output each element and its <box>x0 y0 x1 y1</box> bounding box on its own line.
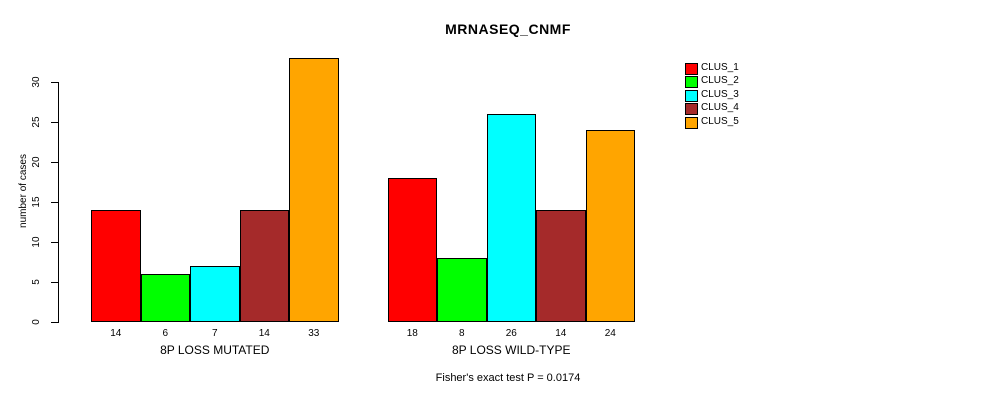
group-label: 8P LOSS WILD-TYPE <box>452 343 571 357</box>
fisher-test-annotation: Fisher's exact test P = 0.0174 <box>435 372 581 384</box>
legend-swatch <box>685 103 698 116</box>
legend-label: CLUS_3 <box>701 88 739 100</box>
chart-title: MRNASEQ_CNMF <box>445 21 571 37</box>
bar <box>536 210 586 322</box>
y-tick <box>51 322 58 323</box>
legend-swatch <box>685 89 698 102</box>
bar <box>91 210 141 322</box>
bar <box>239 210 289 322</box>
bar-value-label: 14 <box>110 328 122 339</box>
y-axis-line <box>58 82 59 323</box>
bar <box>387 178 437 322</box>
legend-label: CLUS_5 <box>701 115 739 127</box>
bar <box>486 114 536 322</box>
y-tick-label: 5 <box>31 279 42 285</box>
bar <box>585 130 635 322</box>
legend-label: CLUS_1 <box>701 62 739 73</box>
bar-value-label: 26 <box>505 328 517 339</box>
legend-swatch <box>685 63 698 75</box>
bar-value-label: 24 <box>604 328 616 339</box>
y-tick <box>51 202 58 203</box>
bar-value-label: 7 <box>211 328 218 339</box>
y-tick-label: 20 <box>31 156 42 168</box>
y-axis-label: number of cases <box>18 154 29 228</box>
y-tick <box>51 162 58 163</box>
legend-label: CLUS_2 <box>701 75 739 87</box>
y-tick-label: 0 <box>31 319 42 325</box>
legend-swatch <box>685 116 698 129</box>
y-tick-label: 15 <box>31 196 42 208</box>
y-tick <box>51 282 58 283</box>
bar-value-label: 14 <box>555 328 567 339</box>
bar <box>289 58 339 322</box>
y-tick-label: 30 <box>31 76 42 88</box>
legend-swatch <box>685 76 698 89</box>
bar-value-label: 33 <box>308 328 320 339</box>
bar-value-label: 14 <box>258 328 270 339</box>
y-tick <box>51 122 58 123</box>
bar-value-label: 18 <box>406 328 418 339</box>
y-tick-label: 10 <box>31 236 42 248</box>
y-tick-label: 25 <box>31 116 42 128</box>
bar <box>190 266 240 322</box>
legend-label: CLUS_4 <box>701 102 739 114</box>
bar <box>140 274 190 322</box>
bar-value-label: 6 <box>162 328 169 339</box>
group-label: 8P LOSS MUTATED <box>160 343 270 357</box>
bar-value-label: 8 <box>458 328 465 339</box>
bar <box>437 258 487 322</box>
y-tick <box>51 242 58 243</box>
y-tick <box>51 82 58 83</box>
